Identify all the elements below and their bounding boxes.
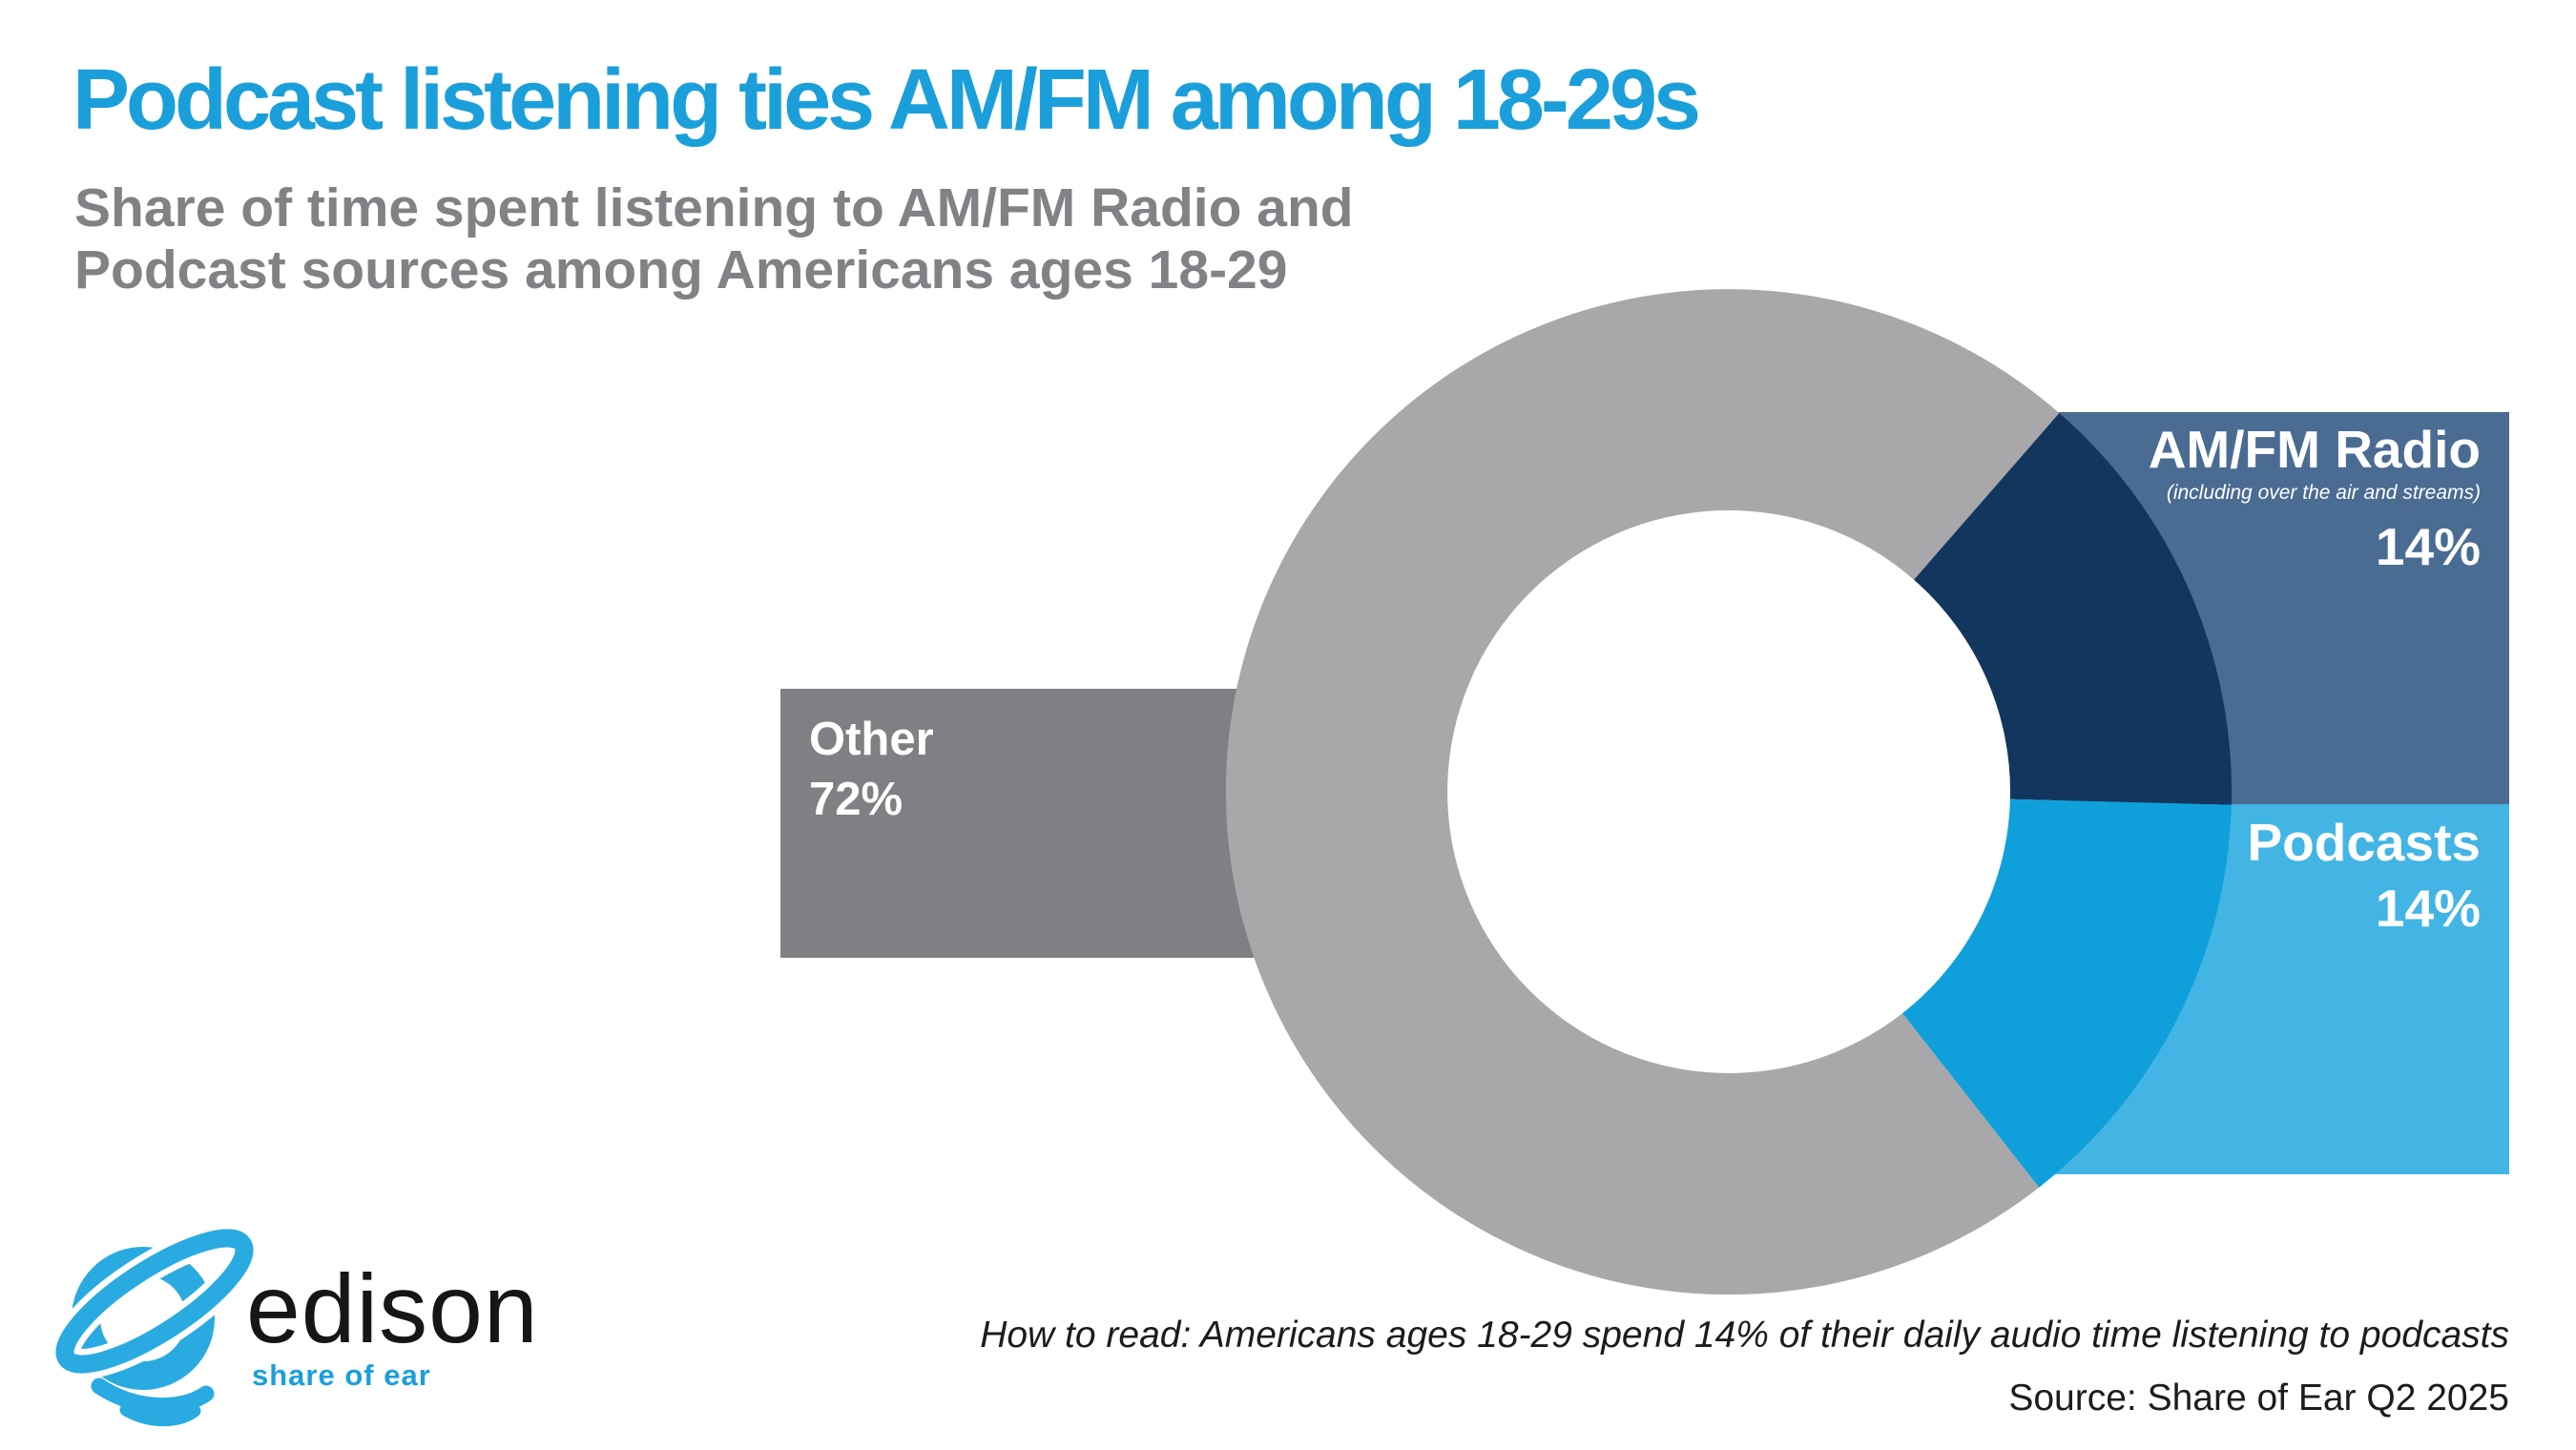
edison-logo: edison share of ear [44, 1213, 654, 1433]
edison-logo-icon [50, 1223, 260, 1427]
podcasts-label-value: 14% [2375, 879, 2481, 938]
other-label-name: Other [809, 714, 934, 765]
other-label-value: 72% [809, 773, 904, 825]
segment-podcasts [1902, 798, 2232, 1188]
podcasts-label: Podcasts 14% [2247, 817, 2481, 935]
segment-other [1225, 289, 2060, 1295]
how-to-read-note: How to read: Americans ages 18-29 spend … [980, 1315, 2509, 1356]
amfm-label-qualifier: (including over the air and streams) [2166, 482, 2481, 504]
amfm-label-value: 14% [2375, 517, 2481, 576]
source-note: Source: Share of Ear Q2 2025 [2008, 1378, 2509, 1419]
edison-logo-tagline: share of ear [252, 1358, 431, 1392]
donut-hole [1446, 509, 2011, 1074]
other-label: Other 72% [809, 710, 934, 829]
logo-orbit-ring [55, 1229, 254, 1374]
page-subtitle: Share of time spent listening to AM/FM R… [74, 177, 1354, 300]
logo-swirl-tail-2 [119, 1403, 201, 1427]
podcasts-label-name: Podcasts [2247, 813, 2481, 872]
edison-logo-wordmark: edison [246, 1254, 539, 1363]
segment-amfm-radio [1914, 413, 2232, 805]
logo-swirl-tail-1 [91, 1378, 215, 1414]
amfm-label: AM/FM Radio (including over the air and … [2149, 424, 2481, 573]
page-title: Podcast listening ties AM/FM among 18-29… [73, 52, 1701, 148]
amfm-label-name: AM/FM Radio [2148, 420, 2481, 479]
